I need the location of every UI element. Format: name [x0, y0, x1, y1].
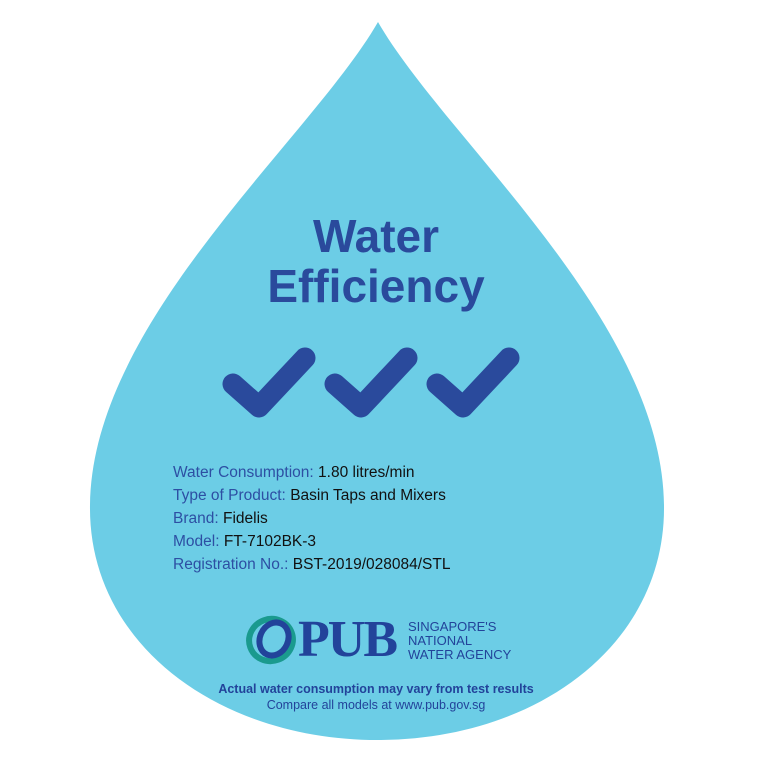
pub-tagline: SINGAPORE'S NATIONAL WATER AGENCY [408, 619, 512, 662]
checkmark-icon [222, 347, 316, 418]
info-row-model: Model: FT-7102BK-3 [173, 533, 317, 550]
info-row-brand: Brand: Fidelis [173, 510, 268, 527]
title-line-2: Efficiency [267, 260, 485, 312]
compare-text: Compare all models at www.pub.gov.sg [266, 698, 486, 712]
disclaimer-text: Actual water consumption may vary from t… [218, 682, 534, 696]
info-row-product-type: Type of Product: Basin Taps and Mixers [173, 487, 446, 504]
info-row-registration: Registration No.: BST-2019/028084/STL [173, 556, 451, 573]
checkmark-icon [324, 347, 418, 418]
pub-logo-swirl-icon [246, 615, 296, 665]
product-info: Water Consumption: 1.80 litres/min Type … [173, 461, 450, 576]
rating-checks [222, 347, 520, 418]
info-row-consumption: Water Consumption: 1.80 litres/min [173, 464, 415, 481]
pub-logo-text: PUB [298, 611, 398, 668]
checkmark-icon [426, 347, 520, 418]
title-line-1: Water [312, 210, 440, 262]
